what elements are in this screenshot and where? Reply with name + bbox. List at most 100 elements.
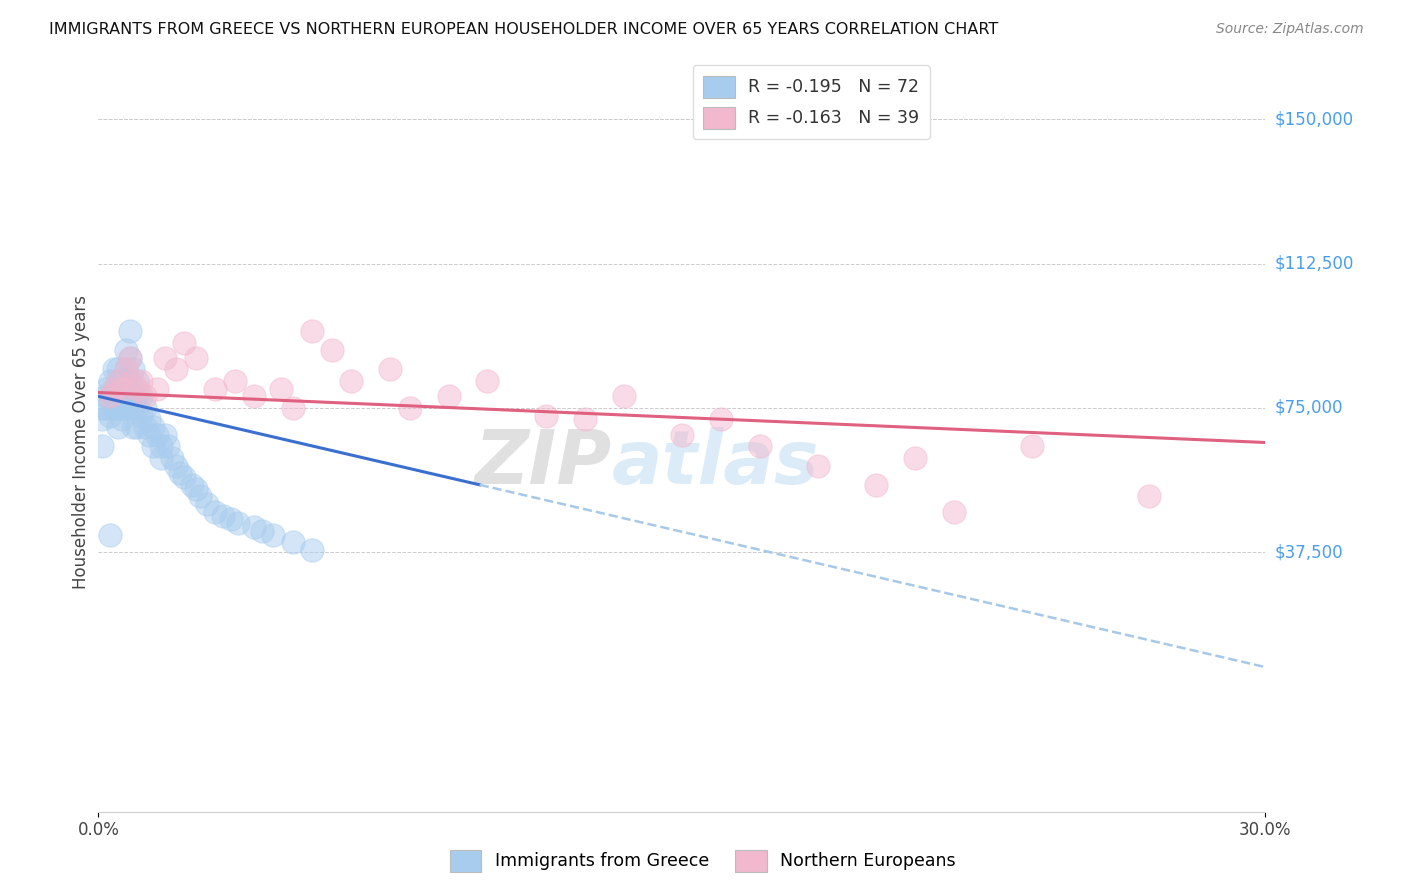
Point xyxy=(107,374,129,388)
Point xyxy=(224,374,246,388)
Point xyxy=(103,401,125,415)
Point xyxy=(114,401,136,415)
Point xyxy=(127,420,149,434)
Point xyxy=(122,420,145,434)
Point xyxy=(865,478,887,492)
Point xyxy=(118,351,141,365)
Point xyxy=(195,497,218,511)
Point xyxy=(98,374,121,388)
Point xyxy=(212,508,235,523)
Point xyxy=(98,409,121,423)
Point xyxy=(129,409,152,423)
Point xyxy=(262,528,284,542)
Point xyxy=(114,389,136,403)
Point xyxy=(807,458,830,473)
Point xyxy=(184,482,207,496)
Point xyxy=(107,420,129,434)
Point xyxy=(146,382,169,396)
Point xyxy=(118,324,141,338)
Point xyxy=(138,412,160,426)
Point xyxy=(107,374,129,388)
Point xyxy=(98,389,121,403)
Point xyxy=(380,362,402,376)
Point xyxy=(943,505,966,519)
Point xyxy=(107,401,129,415)
Point xyxy=(534,409,557,423)
Point xyxy=(91,439,114,453)
Point xyxy=(98,389,121,403)
Point xyxy=(129,389,152,403)
Point xyxy=(574,412,596,426)
Point xyxy=(91,412,114,426)
Point xyxy=(157,439,180,453)
Point xyxy=(111,382,134,396)
Point xyxy=(219,512,242,526)
Point xyxy=(671,427,693,442)
Point xyxy=(118,374,141,388)
Point xyxy=(398,401,420,415)
Point xyxy=(149,450,172,465)
Point xyxy=(107,382,129,396)
Point xyxy=(142,439,165,453)
Text: Source: ZipAtlas.com: Source: ZipAtlas.com xyxy=(1216,22,1364,37)
Point xyxy=(281,535,304,549)
Point xyxy=(250,524,273,538)
Point xyxy=(127,374,149,388)
Point xyxy=(1137,489,1160,503)
Point xyxy=(188,489,211,503)
Point xyxy=(122,362,145,376)
Point xyxy=(122,382,145,396)
Point xyxy=(98,528,121,542)
Point xyxy=(1021,439,1043,453)
Point xyxy=(437,389,460,403)
Point xyxy=(96,382,118,396)
Point xyxy=(114,362,136,376)
Point xyxy=(107,389,129,403)
Point xyxy=(270,382,292,396)
Point xyxy=(169,467,191,481)
Text: atlas: atlas xyxy=(612,427,820,500)
Point xyxy=(111,382,134,396)
Point xyxy=(127,389,149,403)
Point xyxy=(301,324,323,338)
Point xyxy=(91,401,114,415)
Text: IMMIGRANTS FROM GREECE VS NORTHERN EUROPEAN HOUSEHOLDER INCOME OVER 65 YEARS COR: IMMIGRANTS FROM GREECE VS NORTHERN EUROP… xyxy=(49,22,998,37)
Point xyxy=(122,374,145,388)
Y-axis label: Householder Income Over 65 years: Householder Income Over 65 years xyxy=(72,294,90,589)
Point xyxy=(165,362,187,376)
Point xyxy=(477,374,499,388)
Point xyxy=(127,401,149,415)
Point xyxy=(184,351,207,365)
Point xyxy=(111,374,134,388)
Point xyxy=(111,412,134,426)
Point xyxy=(103,382,125,396)
Point xyxy=(103,389,125,403)
Point xyxy=(138,427,160,442)
Point xyxy=(111,389,134,403)
Point xyxy=(146,427,169,442)
Point xyxy=(153,427,176,442)
Point xyxy=(134,420,156,434)
Point xyxy=(904,450,927,465)
Point xyxy=(96,401,118,415)
Point xyxy=(118,351,141,365)
Point xyxy=(129,374,152,388)
Point xyxy=(149,439,172,453)
Legend: R = -0.195   N = 72, R = -0.163   N = 39: R = -0.195 N = 72, R = -0.163 N = 39 xyxy=(693,65,929,139)
Point xyxy=(114,343,136,358)
Point xyxy=(340,374,363,388)
Point xyxy=(180,478,202,492)
Point xyxy=(122,401,145,415)
Point xyxy=(134,401,156,415)
Point xyxy=(142,420,165,434)
Point xyxy=(204,382,226,396)
Text: $150,000: $150,000 xyxy=(1275,111,1354,128)
Text: ZIP: ZIP xyxy=(475,427,612,500)
Point xyxy=(321,343,343,358)
Point xyxy=(118,389,141,403)
Point xyxy=(103,382,125,396)
Point xyxy=(103,362,125,376)
Point xyxy=(127,382,149,396)
Point xyxy=(613,389,636,403)
Point xyxy=(153,351,176,365)
